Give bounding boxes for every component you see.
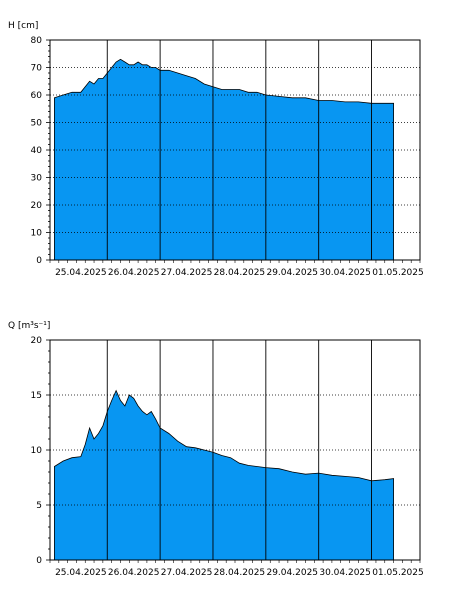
x-tick-label: 01.05.2025 [372,568,424,578]
x-tick-label: 25.04.2025 [55,268,107,278]
y-tick-label: 60 [31,91,43,101]
x-tick-label: 28.04.2025 [214,568,266,578]
y-tick-label: 40 [31,146,43,156]
y-tick-label: 70 [31,64,43,74]
x-tick-label: 27.04.2025 [161,568,213,578]
x-tick-label: 27.04.2025 [161,268,213,278]
chart-2: 0 5 10 15 20 25.04.2025 26.04.2025 27.04.2025 28… [8,321,424,578]
y-tick-label: 0 [36,256,42,266]
area-series-1 [54,58,394,261]
x-tick-label: 29.04.2025 [266,268,318,278]
y-axis-label: H [cm] [8,21,38,31]
x-tick-label: 25.04.2025 [55,568,107,578]
x-tick-label: 30.04.2025 [319,568,371,578]
y-axis-label: Q [m³s⁻¹] [8,321,50,331]
y-tick-label: 30 [31,174,43,184]
chart-1: 0 10 20 30 40 50 60 70 80 25.04.2025 26.04.2025 27.… [8,21,424,278]
x-tick-label: 29.04.2025 [266,568,318,578]
y-tick-label: 0 [36,556,42,566]
y-tick-label: 20 [31,201,43,211]
y-tick-label: 80 [31,36,43,46]
x-tick-label: 30.04.2025 [319,268,371,278]
y-tick-label: 5 [36,501,42,511]
y-tick-label: 50 [31,119,43,129]
x-tick-label: 26.04.2025 [108,568,160,578]
y-tick-label: 20 [31,336,43,346]
x-tick-label: 28.04.2025 [214,268,266,278]
area-series-1 [54,389,394,561]
y-tick-label: 15 [31,391,42,401]
x-tick-label: 26.04.2025 [108,268,160,278]
y-tick-label: 10 [31,229,43,239]
y-tick-label: 10 [31,446,43,456]
x-tick-label: 01.05.2025 [372,268,424,278]
